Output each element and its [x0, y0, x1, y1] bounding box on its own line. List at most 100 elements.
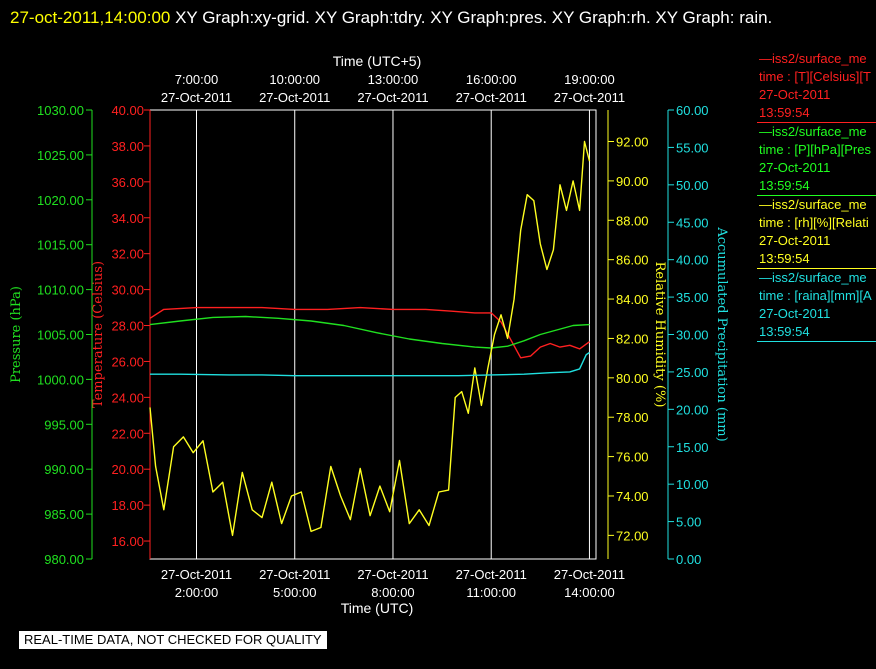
x-tick-time: 8:00:00 — [371, 585, 414, 600]
legend-entry-precip: —iss2/surface_me time : [raina][mm][A 27… — [757, 269, 876, 342]
precip-tick-label: 25.00 — [676, 365, 709, 380]
x-tick-date: 27-Oct-2011 — [357, 567, 428, 582]
pressure-axis-title: Pressure (hPa) — [9, 286, 24, 383]
legend-series-name: —iss2/surface_me — [759, 270, 867, 285]
pressure-tick-label: 1030.00 — [37, 103, 84, 118]
x-top-tick-date: 27-Oct-2011 — [357, 90, 428, 105]
pressure-tick-label: 985.00 — [44, 507, 84, 522]
rh-tick-label: 78.00 — [616, 410, 649, 425]
x-top-axis-label: Time (UTC+5) — [333, 53, 422, 69]
rh-tick-label: 76.00 — [616, 450, 649, 465]
legend-date: 27-Oct-2011 — [759, 306, 831, 321]
series-line-P — [149, 315, 590, 349]
precip-tick-label: 30.00 — [676, 328, 709, 343]
legend-time: 13:59:54 — [759, 105, 810, 120]
temperature-tick-label: 34.00 — [111, 211, 144, 226]
rh-tick-label: 72.00 — [616, 528, 649, 543]
x-tick-date: 27-Oct-2011 — [554, 567, 625, 582]
legend-variable: time : [T][Celsius][T — [759, 69, 871, 84]
temperature-tick-label: 22.00 — [111, 426, 144, 441]
legend-time: 13:59:54 — [759, 251, 810, 266]
x-top-tick-time: 16:00:00 — [466, 72, 517, 87]
temperature-tick-label: 20.00 — [111, 462, 144, 477]
temperature-tick-label: 18.00 — [111, 498, 144, 513]
legend-date: 27-Oct-2011 — [759, 233, 831, 248]
legend-name-text: iss2/surface_me — [772, 124, 867, 139]
pressure-tick-label: 1000.00 — [37, 372, 84, 387]
x-top-tick-date: 27-Oct-2011 — [161, 90, 232, 105]
pressure-tick-label: 980.00 — [44, 552, 84, 567]
title-timestamp: 27-oct-2011,14:00:00 — [10, 8, 171, 27]
legend-entry-temperature: —iss2/surface_me time : [T][Celsius][T 2… — [757, 50, 876, 123]
legend-series-name: —iss2/surface_me — [759, 124, 867, 139]
rh-tick-label: 82.00 — [616, 331, 649, 346]
page-title: 27-oct-2011,14:00:00 XY Graph:xy-grid. X… — [10, 3, 870, 33]
legend-entry-rh: —iss2/surface_me time : [rh][%][Relati 2… — [757, 196, 876, 269]
precip-tick-label: 40.00 — [676, 253, 709, 268]
x-tick-time: 11:00:00 — [466, 585, 516, 600]
x-tick-time: 2:00:00 — [175, 585, 218, 600]
x-tick-date: 27-Oct-2011 — [161, 567, 232, 582]
x-tick-time: 14:00:00 — [564, 585, 615, 600]
rh-tick-label: 90.00 — [616, 174, 649, 189]
precip-tick-label: 20.00 — [676, 402, 709, 417]
temperature-tick-label: 28.00 — [111, 319, 144, 334]
rh-tick-label: 86.00 — [616, 253, 649, 268]
pressure-tick-label: 1005.00 — [37, 328, 84, 343]
legend-series-name: —iss2/surface_me — [759, 197, 867, 212]
temperature-tick-label: 16.00 — [111, 534, 144, 549]
series-line-rh — [149, 140, 591, 537]
temperature-tick-label: 40.00 — [111, 103, 144, 118]
temperature-tick-label: 36.00 — [111, 175, 144, 190]
x-axis-label: Time (UTC) — [341, 600, 414, 616]
x-top-tick-date: 27-Oct-2011 — [456, 90, 527, 105]
title-text: XY Graph:xy-grid. XY Graph:tdry. XY Grap… — [170, 8, 773, 27]
pressure-tick-label: 1025.00 — [37, 148, 84, 163]
rh-axis-title: Relative Humidity (%) — [652, 262, 667, 408]
precip-tick-label: 50.00 — [676, 178, 709, 193]
quality-disclaimer: REAL-TIME DATA, NOT CHECKED FOR QUALITY — [19, 631, 327, 649]
pressure-tick-label: 1020.00 — [37, 193, 84, 208]
temperature-axis-title: Temperature (Celsius) — [91, 261, 106, 408]
x-top-tick-time: 10:00:00 — [269, 72, 320, 87]
x-tick-date: 27-Oct-2011 — [259, 567, 330, 582]
pressure-tick-label: 995.00 — [44, 417, 84, 432]
pressure-tick-label: 1010.00 — [37, 283, 84, 298]
legend-date: 27-Oct-2011 — [759, 87, 831, 102]
legend-entry-pressure: —iss2/surface_me time : [P][hPa][Pres 27… — [757, 123, 876, 196]
legend-name-text: iss2/surface_me — [772, 270, 867, 285]
legend-time: 13:59:54 — [759, 324, 810, 339]
temperature-tick-label: 24.00 — [111, 390, 144, 405]
x-top-tick-date: 27-Oct-2011 — [554, 90, 625, 105]
x-tick-time: 5:00:00 — [273, 585, 316, 600]
precip-tick-label: 10.00 — [676, 477, 709, 492]
legend-variable: time : [P][hPa][Pres — [759, 142, 871, 157]
pressure-tick-label: 1015.00 — [37, 238, 84, 253]
legend-series-name: —iss2/surface_me — [759, 51, 867, 66]
x-tick-date: 27-Oct-2011 — [456, 567, 527, 582]
rh-tick-label: 80.00 — [616, 371, 649, 386]
temperature-tick-label: 38.00 — [111, 139, 144, 154]
legend-variable: time : [rh][%][Relati — [759, 215, 869, 230]
legend-time: 13:59:54 — [759, 178, 810, 193]
legend-variable: time : [raina][mm][A — [759, 288, 872, 303]
x-top-tick-date: 27-Oct-2011 — [259, 90, 330, 105]
rh-tick-label: 92.00 — [616, 135, 649, 150]
pressure-tick-label: 990.00 — [44, 462, 84, 477]
precip-axis-title: Accumulated Precipitation (mm) — [714, 226, 729, 441]
rh-tick-label: 74.00 — [616, 489, 649, 504]
precip-tick-label: 60.00 — [676, 103, 709, 118]
legend: —iss2/surface_me time : [T][Celsius][T 2… — [757, 50, 876, 342]
temperature-tick-label: 32.00 — [111, 247, 144, 262]
legend-date: 27-Oct-2011 — [759, 160, 831, 175]
rh-tick-label: 84.00 — [616, 292, 649, 307]
temperature-tick-label: 30.00 — [111, 283, 144, 298]
precip-tick-label: 0.00 — [676, 552, 701, 567]
precip-tick-label: 55.00 — [676, 140, 709, 155]
x-top-tick-time: 13:00:00 — [368, 72, 419, 87]
rh-tick-label: 88.00 — [616, 213, 649, 228]
x-top-tick-time: 19:00:00 — [564, 72, 615, 87]
series-line-raina — [150, 351, 590, 377]
legend-name-text: iss2/surface_me — [772, 197, 867, 212]
